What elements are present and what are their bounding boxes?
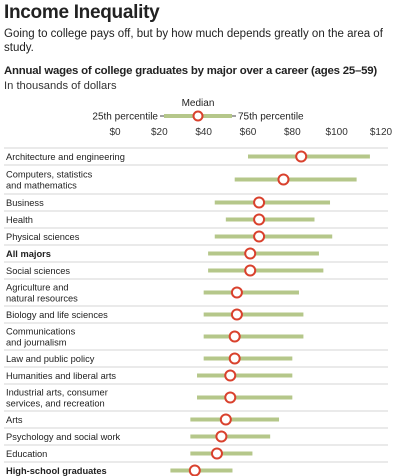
median-marker (230, 286, 243, 299)
row-label: Computers, statistics (6, 169, 93, 179)
chart-row: Physical sciences (6, 230, 333, 243)
chart-heading: Annual wages of college graduates by maj… (4, 65, 378, 77)
row-label: Industrial arts, consumer (6, 387, 108, 397)
x-tick-label: $0 (109, 127, 121, 138)
chart-subtitle: Going to college pays off, but by how mu… (4, 28, 383, 54)
row-label: Business (6, 198, 44, 208)
median-marker (230, 308, 243, 321)
chart-unit-label: In thousands of dollars (4, 80, 117, 92)
chart-rows: Architecture and engineering Computers, s… (4, 147, 388, 476)
x-tick-label: $20 (151, 127, 168, 138)
chart-row: Humanities and liberal arts (6, 369, 293, 382)
legend-median-label: Median (182, 98, 215, 109)
median-marker (215, 430, 228, 443)
legend-75th-label: 75th percentile (238, 112, 304, 123)
median-marker (277, 173, 290, 186)
row-label: services, and recreation (6, 398, 105, 408)
row-label: Architecture and engineering (6, 152, 125, 162)
chart-row: Social sciences (6, 264, 324, 277)
row-label: Psychology and social work (6, 432, 121, 442)
median-marker (219, 413, 232, 426)
row-label: Law and public policy (6, 354, 95, 364)
row-label: Health (6, 215, 33, 225)
row-label: Arts (6, 415, 23, 425)
chart-row: Architecture and engineering (6, 150, 370, 163)
row-label: Social sciences (6, 266, 70, 276)
chart-row: Business (6, 196, 331, 209)
median-marker (253, 230, 266, 243)
chart-row: Psychology and social work (6, 430, 271, 443)
median-marker (253, 213, 266, 226)
chart-row: Biology and life sciences (6, 308, 304, 321)
median-marker (228, 330, 241, 343)
median-marker (224, 391, 237, 404)
median-marker (244, 247, 257, 260)
row-label: Biology and life sciences (6, 310, 108, 320)
chart-row: Law and public policy (6, 352, 293, 365)
median-marker (210, 447, 223, 460)
row-label: and mathematics (6, 180, 77, 190)
median-marker (253, 196, 266, 209)
x-tick-label: $120 (370, 127, 393, 138)
row-label: natural resources (6, 293, 78, 303)
x-tick-label: $40 (195, 127, 212, 138)
row-label: High-school graduates (6, 466, 107, 476)
chart-row: All majors (6, 247, 319, 260)
row-label: Education (6, 449, 47, 459)
chart-legend: 25th percentile Median 75th percentile (92, 98, 304, 123)
x-tick-label: $60 (240, 127, 257, 138)
row-label: Humanities and liberal arts (6, 371, 116, 381)
row-label: All majors (6, 249, 51, 259)
median-marker (188, 464, 201, 476)
legend-median-marker (192, 110, 204, 122)
chart-row: High-school graduates (6, 464, 233, 476)
chart-row: Health (6, 213, 315, 226)
x-tick-label: $100 (326, 127, 349, 138)
row-label: and journalism (6, 337, 67, 347)
legend-25th-label: 25th percentile (92, 112, 158, 123)
row-label: Agriculture and (6, 282, 69, 292)
chart-title: Income Inequality (4, 2, 160, 23)
median-marker (228, 352, 241, 365)
chart-row: Arts (6, 413, 280, 426)
x-axis-ticks: $0 $20 $40 $60 $80 $100 $120 (109, 127, 392, 138)
row-label: Physical sciences (6, 232, 80, 242)
median-marker (244, 264, 257, 277)
row-label: Communications (6, 326, 76, 336)
chart-row: Education (6, 447, 253, 460)
median-marker (224, 369, 237, 382)
median-marker (295, 150, 308, 163)
x-tick-label: $80 (284, 127, 301, 138)
